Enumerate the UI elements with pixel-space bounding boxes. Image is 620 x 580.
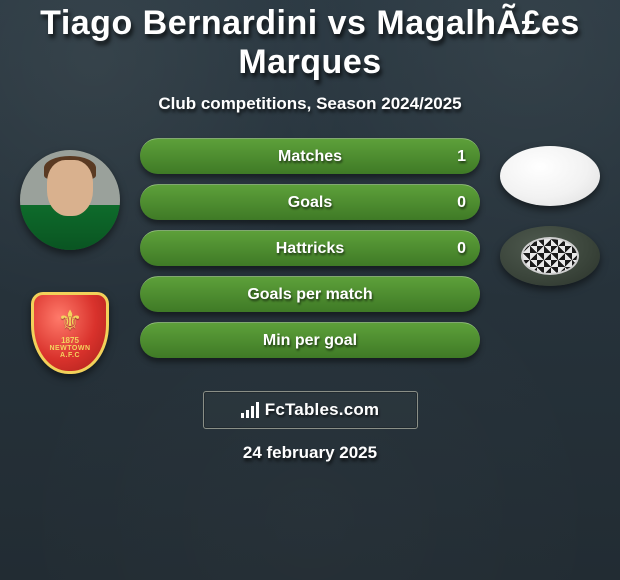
stat-pill-goals-per-match: Goals per match [140, 276, 480, 312]
stat-right-value: 0 [457, 194, 466, 212]
stat-label: Goals [288, 194, 332, 212]
stat-pill-hattricks: Hattricks 0 [140, 230, 480, 266]
checker-pattern-icon [521, 237, 579, 275]
stat-pill-min-per-goal: Min per goal [140, 322, 480, 358]
griffin-icon: ⚜ [57, 307, 82, 335]
crest-shield: ⚜ 1875 NEWTOWN A.F.C [31, 292, 109, 374]
stats-column: Matches 1 Goals 0 Hattricks 0 Goals per … [130, 138, 490, 358]
stat-label: Hattricks [276, 240, 344, 258]
right-column [490, 138, 610, 286]
stat-right-value: 1 [457, 148, 466, 166]
stat-label: Goals per match [247, 286, 372, 304]
subtitle: Club competitions, Season 2024/2025 [0, 94, 620, 114]
stat-pill-matches: Matches 1 [140, 138, 480, 174]
photo-head [47, 160, 93, 216]
left-column: ⚜ 1875 NEWTOWN A.F.C [10, 138, 130, 375]
watermark-text: FcTables.com [265, 400, 380, 420]
main-row: ⚜ 1875 NEWTOWN A.F.C Matches 1 Goals 0 H… [0, 114, 620, 375]
crest-year: 1875 [61, 336, 79, 345]
bars-icon [241, 402, 259, 418]
page-title: Tiago Bernardini vs MagalhÃ£es Marques [0, 4, 620, 82]
watermark[interactable]: FcTables.com [203, 391, 418, 429]
date: 24 february 2025 [0, 443, 620, 463]
stat-pill-goals: Goals 0 [140, 184, 480, 220]
crest-name-top: NEWTOWN [49, 345, 90, 352]
right-crest-blank [500, 146, 600, 206]
right-crest-checker [500, 226, 600, 286]
crest-name-bottom: A.F.C [60, 352, 80, 359]
stat-label: Min per goal [263, 332, 357, 350]
player-photo [20, 150, 120, 250]
stat-label: Matches [278, 148, 342, 166]
left-club-crest: ⚜ 1875 NEWTOWN A.F.C [20, 290, 120, 375]
stat-right-value: 0 [457, 240, 466, 258]
content-root: Tiago Bernardini vs MagalhÃ£es Marques C… [0, 0, 620, 580]
